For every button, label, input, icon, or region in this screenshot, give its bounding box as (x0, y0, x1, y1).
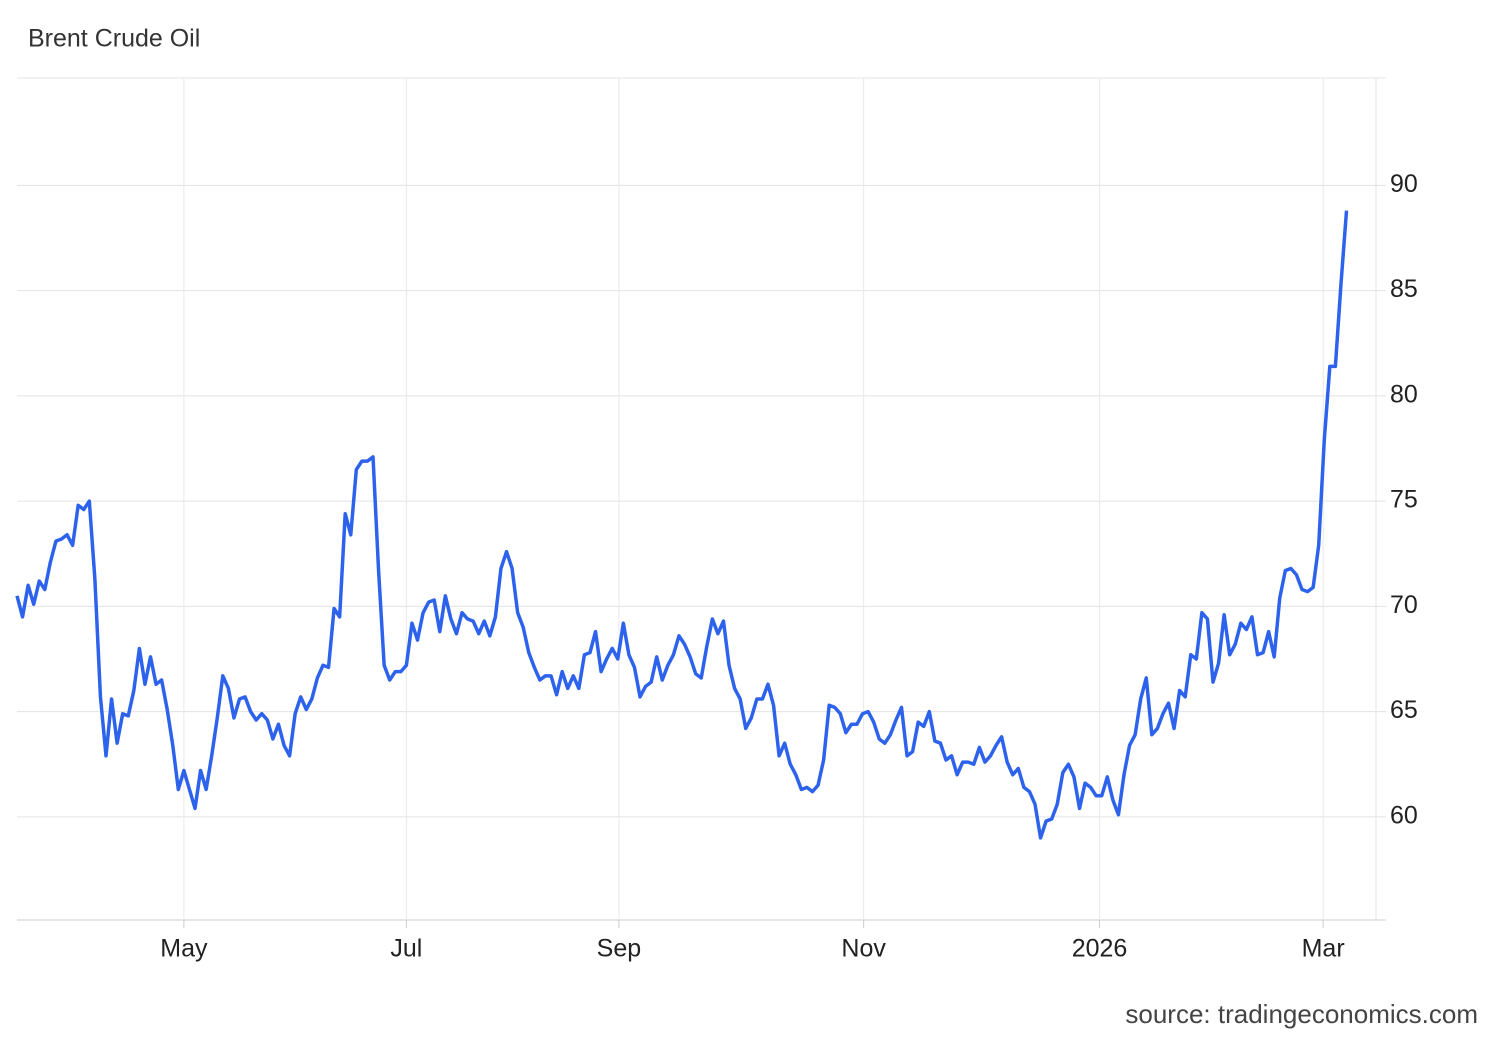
y-tick-label: 90 (1390, 170, 1418, 198)
price-line (15, 210, 1349, 840)
x-tick-label: Nov (841, 935, 886, 963)
y-tick-label: 60 (1390, 801, 1418, 829)
y-tick-label: 75 (1390, 486, 1418, 514)
y-tick-label: 80 (1390, 380, 1418, 408)
x-tick-label: Jul (390, 935, 422, 963)
source-note: source: tradingeconomics.com (1125, 999, 1478, 1029)
x-tick-label: Sep (597, 935, 641, 963)
x-tick-label: May (160, 935, 208, 963)
y-tick-label: 65 (1390, 696, 1418, 724)
y-tick-label: 85 (1390, 275, 1418, 303)
x-tick-label: Mar (1302, 935, 1345, 963)
x-tick-label: 2026 (1072, 935, 1128, 963)
y-tick-label: 70 (1390, 591, 1418, 619)
chart-title: Brent Crude Oil (28, 25, 200, 53)
